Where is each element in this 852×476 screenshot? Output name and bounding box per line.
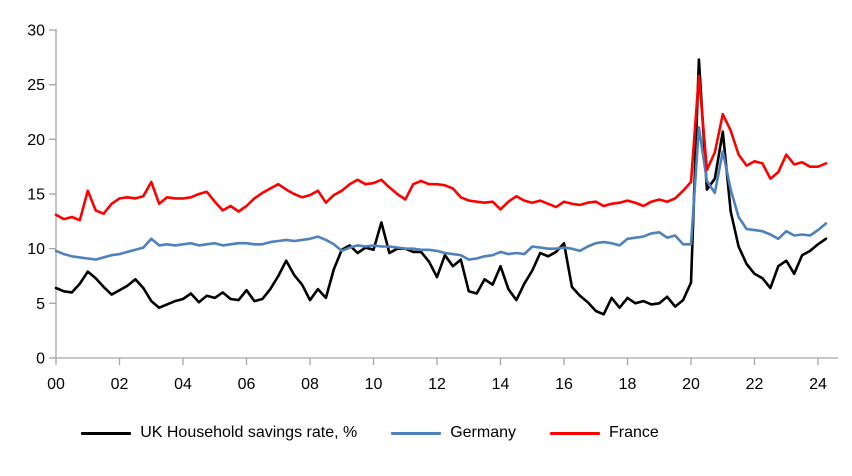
y-tick-label: 0 <box>36 351 45 368</box>
y-tick-label: 5 <box>36 296 45 313</box>
legend-item-uk: UK Household savings rate, % <box>81 424 357 442</box>
legend-label-uk: UK Household savings rate, % <box>140 424 358 441</box>
x-tick-label: 04 <box>174 376 192 393</box>
x-tick-label: 14 <box>492 376 510 393</box>
x-tick-label: 18 <box>619 376 637 393</box>
legend-line-france-icon <box>550 431 600 435</box>
x-tick-label: 22 <box>746 376 764 393</box>
x-tick-label: 02 <box>111 376 129 393</box>
series-line-france <box>54 74 828 222</box>
legend-item-germany: Germany <box>391 424 516 442</box>
chart-legend: UK Household savings rate, % Germany Fra… <box>0 424 796 442</box>
legend-label-france: France <box>609 424 659 441</box>
y-tick-label: 25 <box>27 77 45 94</box>
legend-label-germany: Germany <box>450 424 516 441</box>
y-tick-label: 30 <box>27 23 45 40</box>
chart-canvas: 0 5 10 15 20 25 30 00 02 04 06 08 10 12 14 16 18 20 22 24 <box>27 23 838 393</box>
series-line-germany <box>54 126 828 261</box>
legend-line-uk-icon <box>81 431 132 435</box>
y-tick-label: 10 <box>27 241 45 258</box>
x-tick-label: 16 <box>555 376 573 393</box>
x-tick-label: 12 <box>428 376 446 393</box>
x-tick-label: 06 <box>238 376 256 393</box>
x-tick-label: 10 <box>365 376 383 393</box>
legend-line-germany-icon <box>391 431 442 435</box>
x-tick-label: 20 <box>682 376 700 393</box>
x-tick-label: 00 <box>47 376 65 393</box>
x-tick-label: 08 <box>301 376 319 393</box>
y-tick-label: 15 <box>27 187 45 204</box>
legend-item-france: France <box>550 424 659 442</box>
y-tick-label: 20 <box>27 132 45 149</box>
x-tick-label: 24 <box>809 376 827 393</box>
